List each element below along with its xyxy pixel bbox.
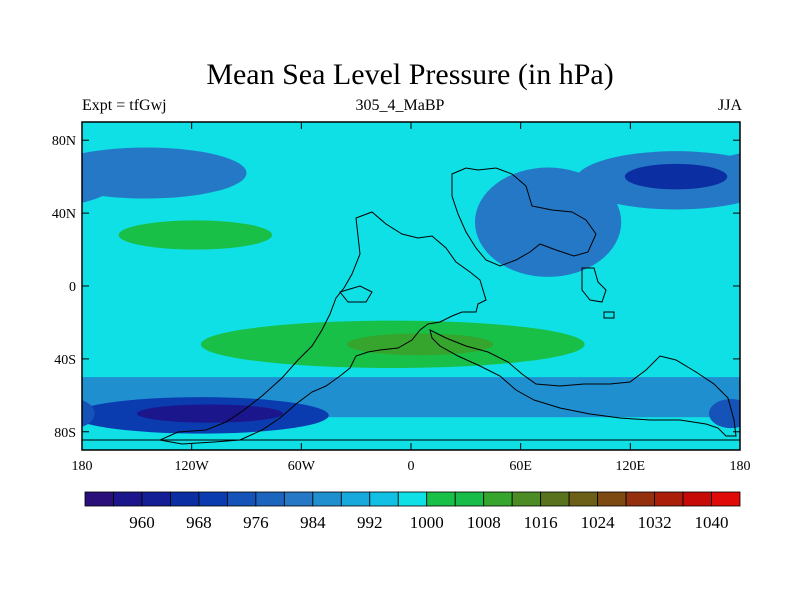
colorbar-label: 960 [129, 513, 155, 532]
colorbar-swatch [540, 491, 570, 507]
region-south-low-west-wrap [730, 408, 740, 423]
colorbar-swatch [397, 491, 428, 507]
colorbar-swatch [255, 491, 285, 507]
colorbar-label: 976 [243, 513, 269, 532]
y-tick-label: 80S [54, 426, 76, 441]
colorbar-swatch [483, 491, 513, 507]
colorbar-swatch [113, 491, 143, 507]
colorbar-swatch [226, 491, 257, 507]
continent-america [158, 211, 487, 445]
colorbar-label: 992 [357, 513, 383, 532]
colorbar-label: 1000 [410, 513, 444, 532]
region-north-low-east-wrap [82, 157, 119, 203]
island-east [581, 267, 607, 303]
y-tick-label: 40S [54, 353, 76, 368]
pressure-field [82, 122, 740, 450]
colorbar-label: 968 [186, 513, 212, 532]
continent-outlines [82, 167, 740, 445]
colorbar-label: 984 [300, 513, 326, 532]
x-tick-label: 60W [288, 459, 316, 474]
colorbar-swatch [141, 491, 171, 507]
region-continent-north-low [474, 167, 622, 277]
colorbar-label: 1008 [467, 513, 501, 532]
x-tick-label: 0 [408, 459, 415, 474]
colorbar-swatch [84, 491, 114, 507]
colorbar-swatch [426, 491, 456, 507]
y-tick-label: 80N [52, 134, 76, 149]
continent-eurasia [451, 167, 597, 267]
x-tick-label: 120E [616, 459, 646, 474]
colorbar-swatch [654, 491, 684, 507]
colorbar-swatch [597, 491, 627, 507]
colorbar-swatch [682, 491, 712, 507]
colorbar-swatch [625, 491, 655, 507]
experiment-label: Expt = tfGwj [82, 97, 167, 114]
period-label: 305_4_MaBP [355, 97, 445, 114]
colorbar-label: 1024 [581, 513, 616, 532]
colorbar-swatch [454, 491, 485, 507]
island-small-mid [339, 285, 373, 303]
x-tick-label: 180 [730, 459, 751, 474]
colorbar-swatch [568, 491, 599, 507]
chart-title: Mean Sea Level Pressure (in hPa) [206, 58, 614, 91]
season-label: JJA [717, 97, 742, 114]
region-north-high [118, 220, 273, 250]
colorbar-label: 1016 [524, 513, 558, 532]
x-axis: 180 120W 60W 0 60E 120E 180 [72, 122, 751, 474]
colorbar-swatch [198, 491, 228, 507]
colorbar: 960 968 976 984 992 1000 1008 1016 1024 1032 1040 [84, 491, 741, 532]
colorbar-swatch [312, 491, 342, 507]
continent-south [429, 329, 737, 437]
colorbar-label: 1040 [695, 513, 729, 532]
colorbar-label: 1032 [638, 513, 672, 532]
region-south-low-east-wrap [82, 400, 95, 427]
region-south-low-east [708, 398, 740, 429]
region-north-low-west [82, 147, 247, 199]
colorbar-swatch [170, 491, 200, 507]
x-tick-label: 60E [509, 459, 532, 474]
y-tick-label: 0 [69, 280, 76, 295]
colorbar-swatch [511, 491, 542, 507]
y-axis: 80N 40N 0 40S 80S [52, 134, 740, 441]
y-tick-label: 40N [52, 207, 76, 222]
island-small-east [603, 311, 615, 319]
colorbar-swatch [369, 491, 399, 507]
colorbar-swatch [711, 491, 741, 507]
region-south-low-west-core [136, 404, 284, 423]
colorbar-swatch [340, 491, 371, 507]
x-tick-label: 120W [175, 459, 210, 474]
region-north-low-east-core [624, 163, 728, 190]
x-tick-label: 180 [72, 459, 93, 474]
colorbar-swatch [283, 491, 314, 507]
